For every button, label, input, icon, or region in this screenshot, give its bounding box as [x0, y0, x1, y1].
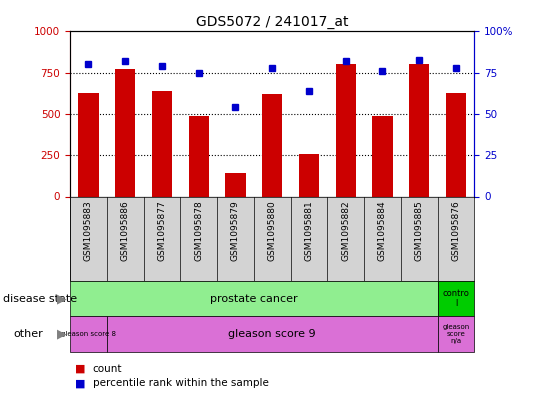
Text: GSM1095881: GSM1095881 — [305, 201, 314, 261]
Text: GSM1095878: GSM1095878 — [194, 201, 203, 261]
Text: ■: ■ — [75, 378, 86, 388]
Bar — [409, 64, 429, 196]
Text: GSM1095879: GSM1095879 — [231, 201, 240, 261]
Text: ■: ■ — [75, 364, 86, 374]
Bar — [372, 116, 392, 196]
Text: prostate cancer: prostate cancer — [210, 294, 298, 304]
Text: GSM1095885: GSM1095885 — [414, 201, 424, 261]
Bar — [446, 92, 466, 196]
Text: GSM1095880: GSM1095880 — [268, 201, 277, 261]
Bar — [438, 281, 474, 316]
Bar — [299, 154, 319, 196]
Text: gleason score 9: gleason score 9 — [229, 329, 316, 339]
Text: GSM1095876: GSM1095876 — [452, 201, 460, 261]
Bar — [438, 316, 474, 352]
Text: GSM1095886: GSM1095886 — [121, 201, 130, 261]
Text: percentile rank within the sample: percentile rank within the sample — [93, 378, 268, 388]
Text: count: count — [93, 364, 122, 374]
Bar — [115, 70, 135, 196]
Bar — [70, 316, 107, 352]
Text: contro
l: contro l — [443, 289, 469, 309]
Text: gleason
score
n/a: gleason score n/a — [443, 324, 469, 344]
Bar — [336, 64, 356, 196]
Text: GSM1095877: GSM1095877 — [157, 201, 167, 261]
Bar — [78, 92, 99, 196]
Bar — [189, 116, 209, 196]
Text: gleason score 8: gleason score 8 — [61, 331, 116, 337]
Bar — [152, 91, 172, 196]
Text: ▶: ▶ — [57, 292, 66, 305]
Text: disease state: disease state — [3, 294, 77, 304]
Bar — [107, 316, 438, 352]
Text: GSM1095883: GSM1095883 — [84, 201, 93, 261]
Text: GSM1095882: GSM1095882 — [341, 201, 350, 261]
Text: ▶: ▶ — [57, 327, 66, 341]
Text: GSM1095884: GSM1095884 — [378, 201, 387, 261]
Bar — [225, 173, 246, 196]
Title: GDS5072 / 241017_at: GDS5072 / 241017_at — [196, 15, 348, 29]
Bar — [262, 94, 282, 196]
Text: other: other — [13, 329, 43, 339]
